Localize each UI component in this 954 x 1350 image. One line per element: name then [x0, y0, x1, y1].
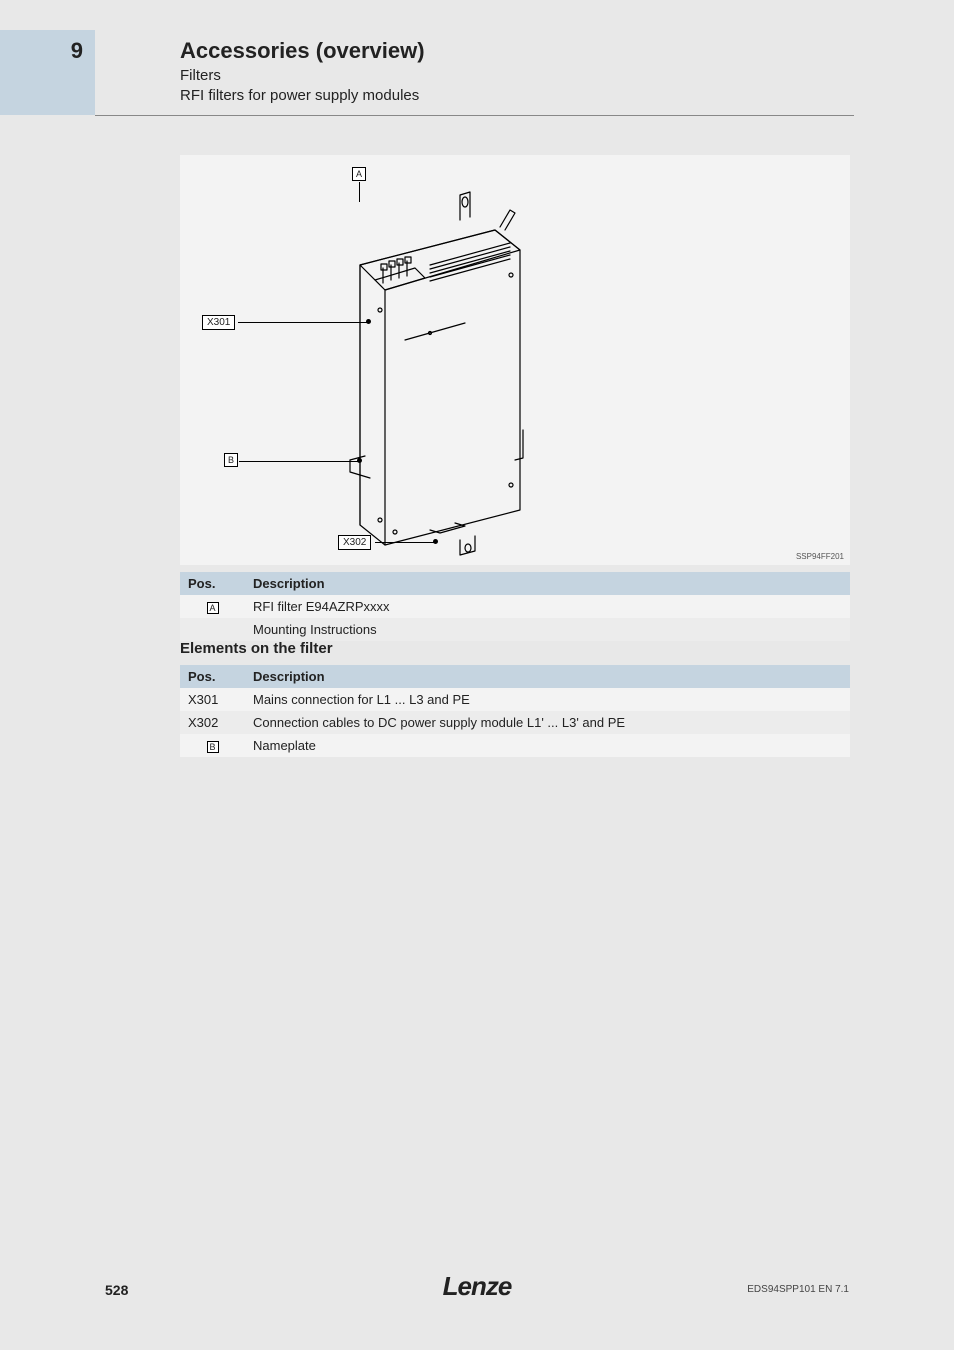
- callout-x302-label: X302: [338, 535, 371, 550]
- table-row: X301Mains connection for L1 ... L3 and P…: [180, 688, 850, 711]
- table-row: B Nameplate: [180, 734, 850, 757]
- desc-cell: Mains connection for L1 ... L3 and PE: [245, 688, 850, 711]
- chapter-number: 9: [71, 38, 83, 64]
- callout-x301-line: [238, 322, 368, 323]
- section-heading: Elements on the filter: [180, 640, 333, 657]
- callout-x302-dot: [433, 539, 438, 544]
- footer-page-number: 528: [105, 1282, 128, 1298]
- callout-a-icon: A: [352, 167, 366, 181]
- table1-header-desc: Description: [245, 572, 850, 595]
- callout-x301-label: X301: [202, 315, 235, 330]
- callout-x302-line: [375, 542, 435, 543]
- footer-logo: Lenze: [443, 1271, 512, 1302]
- table-pos-description: Pos. Description A RFI filter E94AZRPxxxx…: [180, 572, 850, 641]
- table2-header-desc: Description: [245, 665, 850, 688]
- header-rule: [95, 115, 854, 116]
- table-row: A RFI filter E94AZRPxxxx: [180, 595, 850, 618]
- callout-b-line: [239, 461, 359, 462]
- table-row: Mounting Instructions: [180, 618, 850, 641]
- table1-header-pos: Pos.: [180, 572, 245, 595]
- callout-x301-dot: [366, 319, 371, 324]
- callout-b-dot: [357, 458, 362, 463]
- table2-header-pos: Pos.: [180, 665, 245, 688]
- pos-cell: B: [180, 734, 245, 757]
- pos-cell: A: [180, 595, 245, 618]
- desc-cell: RFI filter E94AZRPxxxx: [245, 595, 850, 618]
- pos-cell: X302: [180, 711, 245, 734]
- page-header: Accessories (overview) Filters RFI filte…: [180, 38, 425, 107]
- desc-cell: Mounting Instructions: [245, 618, 850, 641]
- page-subtitle-1: Filters: [180, 66, 425, 86]
- pos-icon: A: [207, 602, 219, 614]
- callout-b-icon: B: [224, 453, 238, 467]
- desc-cell: Connection cables to DC power supply mod…: [245, 711, 850, 734]
- figure: A X301 B X302 SSP94FF201: [180, 155, 850, 565]
- pos-cell: [180, 618, 245, 641]
- figure-id: SSP94FF201: [796, 552, 844, 561]
- footer-doc-id: EDS94SPP101 EN 7.1: [747, 1284, 849, 1295]
- device-drawing: [265, 160, 625, 560]
- callout-a-line: [359, 182, 360, 202]
- page-subtitle-2: RFI filters for power supply modules: [180, 86, 425, 106]
- page-title: Accessories (overview): [180, 38, 425, 64]
- table-row: X302Connection cables to DC power supply…: [180, 711, 850, 734]
- pos-cell: X301: [180, 688, 245, 711]
- pos-icon: B: [207, 741, 219, 753]
- chapter-number-box: 9: [0, 30, 95, 115]
- table-elements: Pos. Description X301Mains connection fo…: [180, 665, 850, 757]
- desc-cell: Nameplate: [245, 734, 850, 757]
